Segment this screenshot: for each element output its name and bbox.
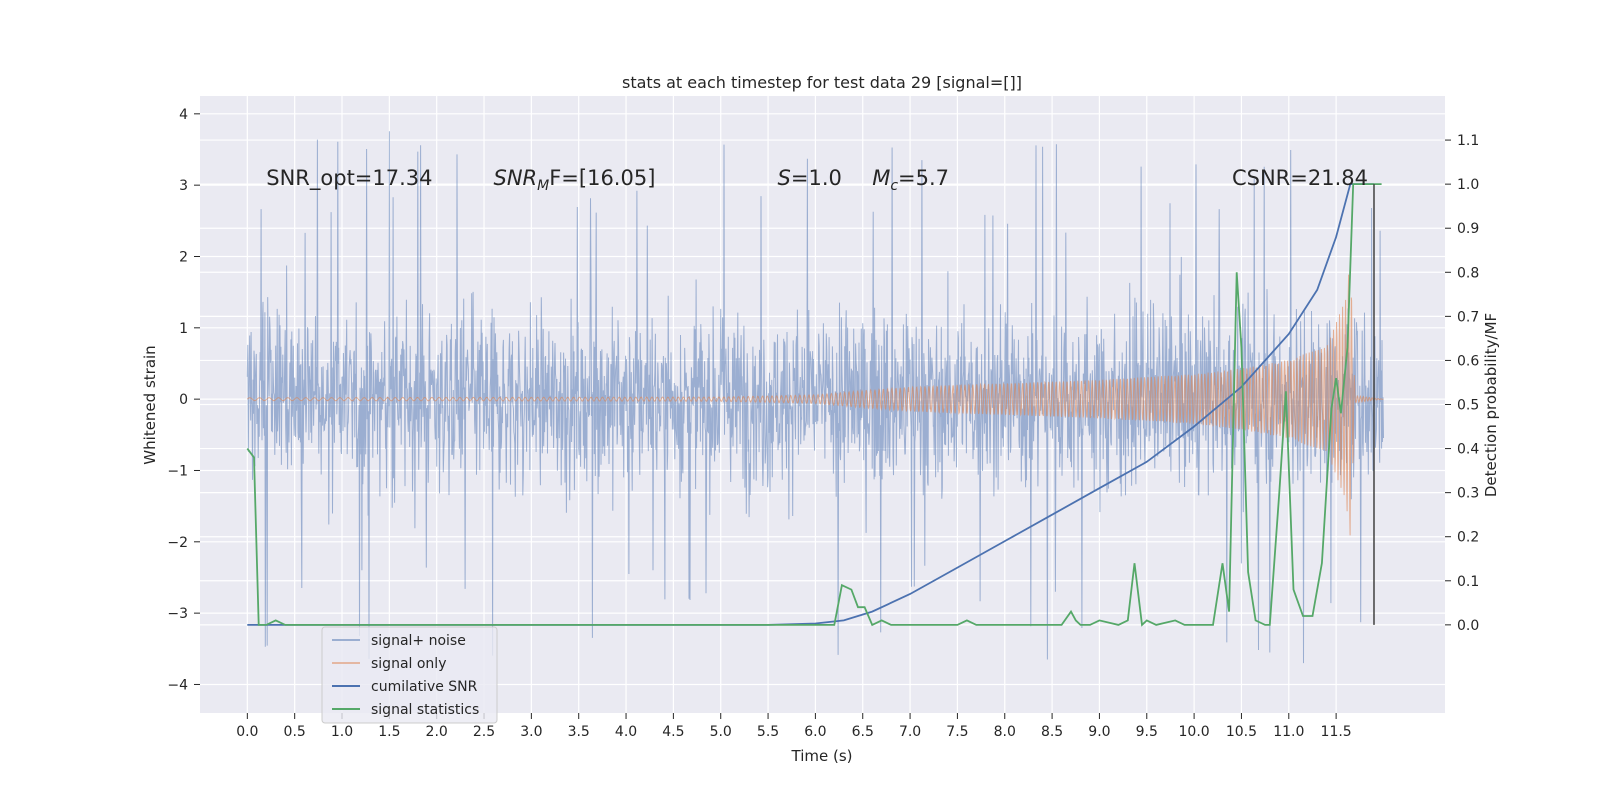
y-axis-label: Whitened strain — [141, 345, 159, 464]
series-signal-only — [246, 274, 1384, 536]
x-axis-ticks: 0.0 0.5 1.0 1.5 2.0 2.5 3.0 3.5 4.0 4.5 5.0 5.5 6.0 6… — [236, 713, 1352, 740]
x-tick-label: 2.0 — [426, 724, 448, 740]
x-tick-label: 0.0 — [236, 724, 258, 740]
y2-tick-label: 0.6 — [1457, 353, 1479, 369]
y-tick-label: 3 — [179, 178, 188, 194]
legend: signal+ noise signal only cumilative SNR… — [321, 626, 498, 724]
x-tick-label: 9.0 — [1088, 724, 1110, 740]
annotation: SNR_opt=17.34 — [266, 166, 432, 191]
y2-tick-label: 0.1 — [1457, 574, 1479, 590]
chart-title: stats at each timestep for test data 29 … — [622, 73, 1022, 92]
legend-label-signal-statistics: signal statistics — [371, 702, 479, 718]
annotations: SNR_opt=17.34 SNRMF=[16.05] S=1.0 Mc=5.7 CSN… — [266, 166, 1368, 194]
y2-tick-label: 0.4 — [1457, 442, 1479, 458]
y2-axis-ticks: 0.0 0.1 0.2 0.3 0.4 0.5 0.6 0.7 0.8 0.9 1.0 1.1 — [1445, 133, 1479, 634]
y2-tick-label: 0.5 — [1457, 398, 1479, 414]
annotation: SNRMF=[16.05] — [493, 166, 655, 194]
x-tick-label: 11.0 — [1273, 724, 1304, 740]
y2-tick-label: 0.2 — [1457, 530, 1479, 546]
annotation: S=1.0 — [778, 166, 842, 190]
y-tick-label: 2 — [179, 249, 188, 265]
y-tick-label: 1 — [179, 321, 188, 337]
annotation: CSNR=21.84 — [1232, 166, 1368, 190]
y2-tick-label: 1.1 — [1457, 133, 1479, 149]
x-tick-label: 0.5 — [284, 724, 306, 740]
x-tick-label: 10.0 — [1179, 724, 1210, 740]
signal-statistics-line — [246, 183, 1382, 627]
x-tick-label: 4.5 — [662, 724, 684, 740]
y-tick-label: −2 — [167, 535, 188, 551]
y-tick-label: −3 — [167, 606, 188, 622]
x-tick-label: 7.5 — [946, 724, 968, 740]
x-tick-label: 2.5 — [473, 724, 495, 740]
x-tick-label: 4.0 — [615, 724, 637, 740]
right-axis-series — [246, 183, 1382, 627]
x-tick-label: 1.5 — [378, 724, 400, 740]
x-tick-label: 11.5 — [1321, 724, 1352, 740]
legend-label-signal-noise: signal+ noise — [371, 633, 466, 649]
x-tick-label: 1.0 — [331, 724, 353, 740]
x-tick-label: 6.5 — [852, 724, 874, 740]
x-tick-label: 7.0 — [899, 724, 921, 740]
x-tick-label: 6.0 — [804, 724, 826, 740]
y2-tick-label: 0.0 — [1457, 618, 1479, 634]
y-tick-label: 0 — [179, 392, 188, 408]
y2-tick-label: 0.3 — [1457, 486, 1479, 502]
cumulative-snr-line — [247, 183, 1374, 626]
x-tick-label: 9.5 — [1136, 724, 1158, 740]
x-tick-label: 3.0 — [520, 724, 542, 740]
x-axis-label: Time (s) — [791, 747, 853, 765]
y-tick-label: −4 — [167, 677, 188, 693]
y2-tick-label: 0.7 — [1457, 309, 1479, 325]
x-tick-label: 8.0 — [994, 724, 1016, 740]
x-tick-label: 10.5 — [1226, 724, 1257, 740]
y-axis-ticks: −4 −3 −2 −1 0 1 2 3 4 — [167, 107, 200, 693]
y2-tick-label: 1.0 — [1457, 177, 1479, 193]
legend-label-signal-only: signal only — [371, 656, 446, 672]
x-tick-label: 8.5 — [1041, 724, 1063, 740]
signal-only-line — [246, 274, 1384, 536]
y-tick-label: −1 — [167, 463, 188, 479]
legend-label-cumulative-snr: cumilative SNR — [371, 679, 478, 695]
y2-tick-label: 0.8 — [1457, 265, 1479, 281]
y-tick-label: 4 — [179, 107, 188, 123]
x-tick-label: 5.0 — [710, 724, 732, 740]
x-tick-label: 3.5 — [568, 724, 590, 740]
annotation: Mc=5.7 — [872, 166, 949, 194]
x-tick-label: 5.5 — [757, 724, 779, 740]
y2-tick-label: 0.9 — [1457, 221, 1479, 237]
legend-box — [321, 626, 498, 724]
y2-axis-label: Detection probability/MF — [1482, 313, 1500, 497]
